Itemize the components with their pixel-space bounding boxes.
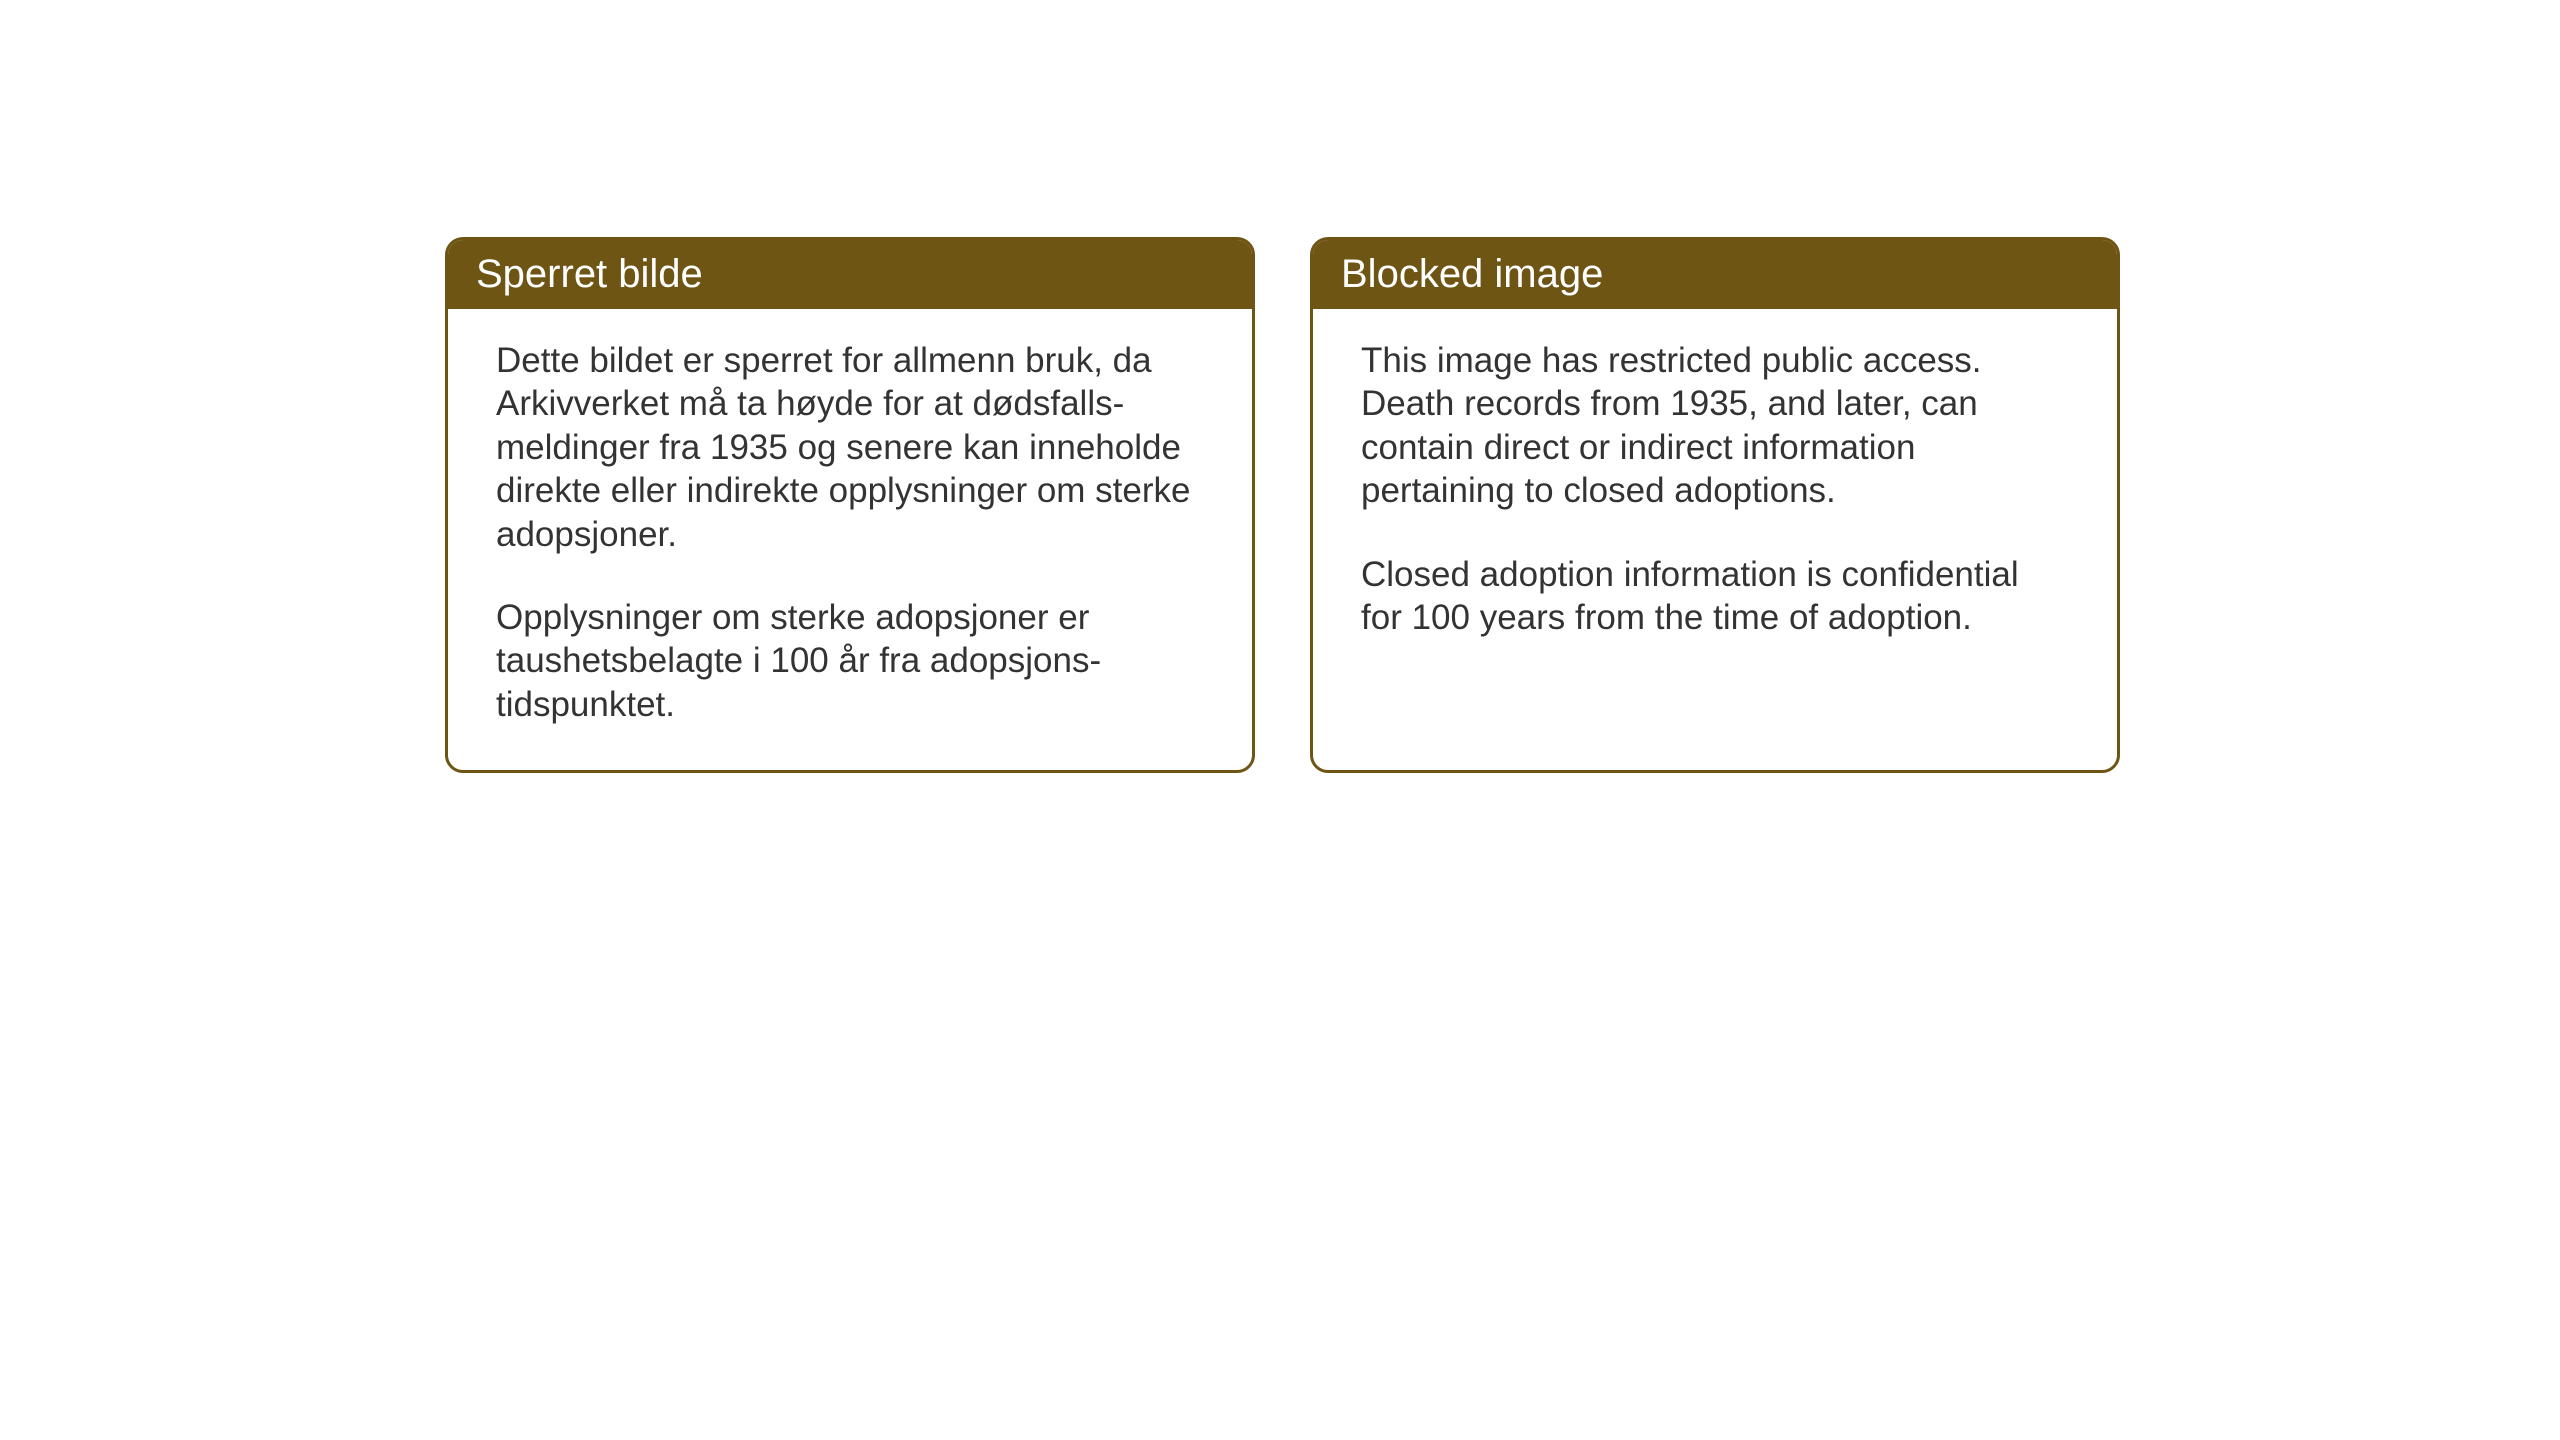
notice-card-norwegian: Sperret bilde Dette bildet er sperret fo…: [445, 237, 1255, 773]
card-header-norwegian: Sperret bilde: [448, 240, 1252, 309]
notice-container: Sperret bilde Dette bildet er sperret fo…: [445, 237, 2120, 773]
card-paragraph1-norwegian: Dette bildet er sperret for allmenn bruk…: [496, 339, 1204, 556]
card-paragraph1-english: This image has restricted public access.…: [1361, 339, 2069, 513]
card-body-norwegian: Dette bildet er sperret for allmenn bruk…: [448, 309, 1252, 770]
card-header-english: Blocked image: [1313, 240, 2117, 309]
notice-card-english: Blocked image This image has restricted …: [1310, 237, 2120, 773]
card-paragraph2-english: Closed adoption information is confident…: [1361, 553, 2069, 640]
card-title-norwegian: Sperret bilde: [476, 252, 703, 296]
card-title-english: Blocked image: [1341, 252, 1603, 296]
card-paragraph2-norwegian: Opplysninger om sterke adopsjoner er tau…: [496, 596, 1204, 726]
card-body-english: This image has restricted public access.…: [1313, 309, 2117, 683]
